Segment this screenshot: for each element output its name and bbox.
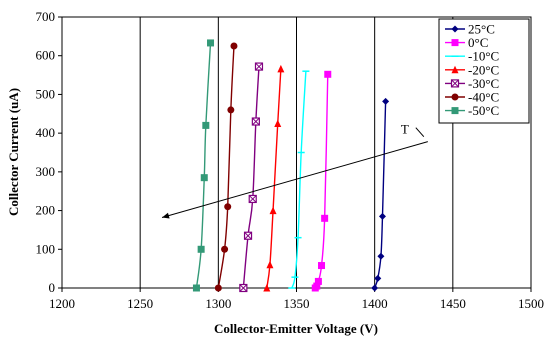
data-point <box>321 214 329 222</box>
y-tick-label: 500 <box>36 86 56 101</box>
x-tick-label: 1500 <box>518 296 544 311</box>
data-point <box>318 262 326 270</box>
data-point <box>451 39 459 47</box>
legend-label: -20°C <box>468 62 499 77</box>
data-point <box>382 97 390 105</box>
x-tick-label: 1200 <box>49 296 75 311</box>
y-tick-label: 300 <box>36 164 56 179</box>
temperature-arrow <box>161 141 428 219</box>
data-point <box>266 260 274 269</box>
legend-label: 0°C <box>468 35 488 50</box>
data-point <box>451 25 459 33</box>
legend-item: -30°C <box>445 76 499 91</box>
x-tick-label: 1250 <box>127 296 153 311</box>
data-point <box>274 119 282 127</box>
y-tick-label: 200 <box>36 203 56 218</box>
legend-item: 0°C <box>445 35 488 50</box>
series-2 <box>288 70 310 289</box>
data-point <box>239 283 248 293</box>
series-5 <box>214 42 238 292</box>
y-tick-label: 600 <box>36 48 56 63</box>
legend-label: -50°C <box>468 103 499 118</box>
x-tick-label: 1350 <box>284 296 310 311</box>
series-line <box>291 71 307 289</box>
data-point <box>378 212 386 220</box>
legend-label: -10°C <box>468 49 499 64</box>
gridlines <box>139 17 454 288</box>
series-1 <box>311 70 332 292</box>
data-point <box>269 206 277 215</box>
series-3 <box>263 64 285 292</box>
y-axis-ticks: 0 100 200 300 400 500 600 700 <box>36 9 62 295</box>
data-point <box>374 274 382 282</box>
data-point <box>207 39 215 47</box>
data-point <box>451 65 459 74</box>
x-axis-title: Collector-Emitter Voltage (V) <box>214 321 378 336</box>
data-point <box>377 252 385 260</box>
series-6 <box>192 39 215 292</box>
data-point <box>214 284 222 292</box>
series-layer <box>192 39 390 293</box>
legend-item: -20°C <box>445 62 499 77</box>
legend: 25°C0°C-10°C-20°C-30°C-40°C-50°C <box>438 18 530 124</box>
y-axis-title: Collector Current (uA) <box>6 88 21 216</box>
data-point <box>248 194 257 204</box>
data-point <box>224 203 232 211</box>
legend-label: -40°C <box>468 90 499 105</box>
y-tick-label: 0 <box>49 280 56 295</box>
data-point <box>277 64 285 73</box>
data-point <box>450 79 460 88</box>
temperature-leader-line <box>415 127 425 137</box>
legend-item: 25°C <box>445 22 495 37</box>
data-point <box>313 282 321 290</box>
data-point <box>451 93 459 101</box>
y-tick-label: 100 <box>36 241 56 256</box>
data-point <box>221 245 229 253</box>
data-point <box>230 42 238 50</box>
legend-item: -40°C <box>445 90 499 105</box>
data-point <box>202 121 210 129</box>
data-point <box>371 284 379 292</box>
data-point <box>197 245 205 253</box>
data-point <box>451 107 459 115</box>
x-tick-label: 1400 <box>362 296 388 311</box>
legend-label: 25°C <box>468 22 495 37</box>
y-tick-label: 700 <box>36 9 56 24</box>
data-point <box>314 277 322 285</box>
legend-item: -10°C <box>445 49 499 64</box>
data-point <box>254 62 264 71</box>
data-point <box>192 284 200 292</box>
x-tick-label: 1300 <box>205 296 231 311</box>
temperature-annotation: T <box>161 122 428 219</box>
data-point <box>243 231 253 240</box>
legend-item: -50°C <box>445 103 499 118</box>
series-0 <box>371 97 390 292</box>
data-point <box>251 117 260 126</box>
series-4 <box>239 62 264 293</box>
data-point <box>200 174 208 182</box>
x-tick-label: 1450 <box>440 296 466 311</box>
data-point <box>227 106 235 114</box>
data-point <box>263 284 271 292</box>
legend-label: -30°C <box>468 76 499 91</box>
data-point <box>324 70 332 78</box>
temperature-arrowhead <box>162 212 170 219</box>
y-tick-label: 400 <box>36 125 56 140</box>
x-axis-ticks: 1200 1250 1300 1350 1400 1450 1500 <box>49 288 544 311</box>
temperature-label: T <box>401 122 409 137</box>
